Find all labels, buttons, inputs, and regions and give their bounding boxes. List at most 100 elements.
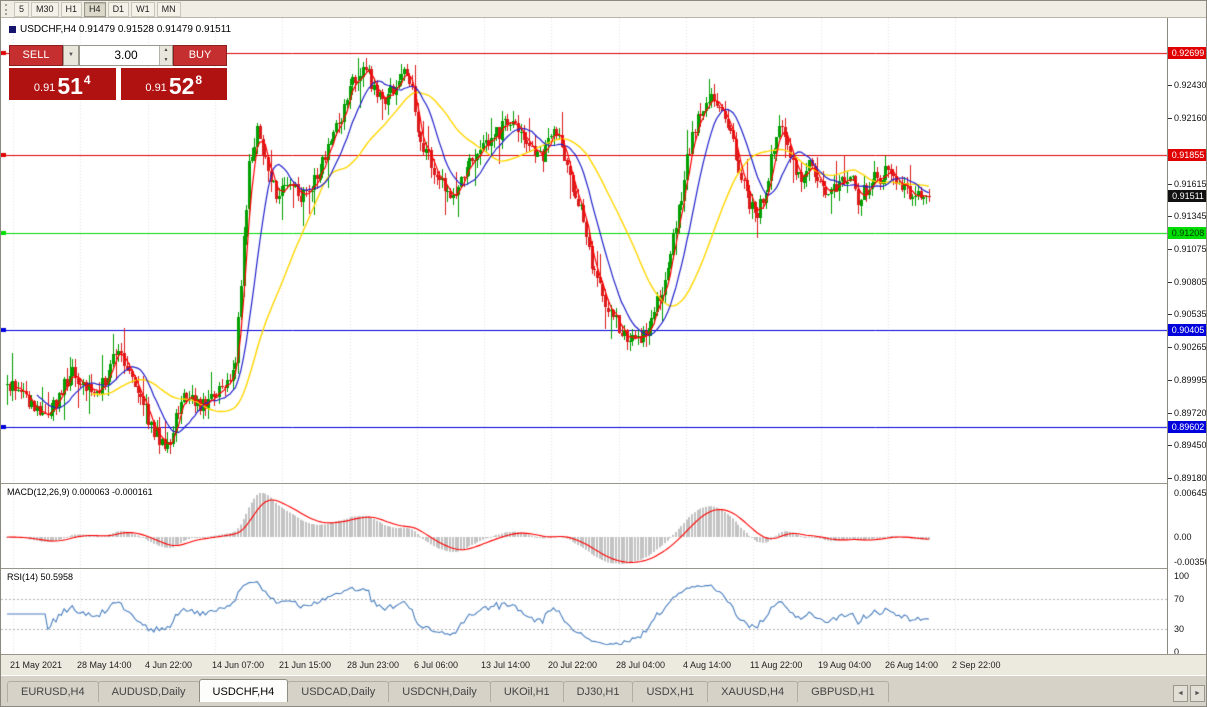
tab-xauusd-h4[interactable]: XAUUSD,H4 xyxy=(707,681,799,702)
one-click-trade-panel: SELL ▼ 3.00 ▲ ▼ BUY 0.91 51 4 0.91 52 8 xyxy=(9,45,227,100)
volume-value: 3.00 xyxy=(114,48,138,62)
volume-spinner-up-icon[interactable]: ▲ xyxy=(160,46,172,56)
volume-spinner: ▲ ▼ xyxy=(159,46,172,65)
price-tick-mark xyxy=(1168,314,1172,315)
timeframe-button-h1[interactable]: H1 xyxy=(60,1,83,17)
chart-tab-bar: EURUSD,H4 AUDUSD,Daily USDCHF,H4 USDCAD,Dai… xyxy=(1,675,1206,706)
price-tick-mark xyxy=(1168,85,1172,86)
time-label: 21 May 2021 xyxy=(10,660,63,670)
price-tag-090405: 0.90405 xyxy=(1168,324,1206,336)
timeframe-button-m30[interactable]: M30 xyxy=(31,1,59,17)
price-tick-mark xyxy=(1168,216,1172,217)
tab-usdchf-h4[interactable]: USDCHF,H4 xyxy=(198,679,289,702)
price-tick-mark xyxy=(1168,184,1172,185)
price-tick-mark xyxy=(1168,118,1172,119)
price-axis[interactable]: 0.92699 0.92430 0.92160 0.91855 0.91615 0.915… xyxy=(1167,18,1207,657)
price-tick-label: 0.89180 xyxy=(1174,473,1207,483)
tab-usdcad-daily[interactable]: USDCAD,Daily xyxy=(287,681,390,702)
time-label: 2 Sep 22:00 xyxy=(952,660,1001,670)
timeframe-button-5[interactable]: 5 xyxy=(14,1,30,17)
buy-price-big: 52 xyxy=(168,73,195,99)
chart-icon xyxy=(9,26,16,33)
panel-divider[interactable] xyxy=(1,568,1206,569)
macd-axis-label: 0.006451 xyxy=(1174,488,1207,498)
time-label: 13 Jul 14:00 xyxy=(481,660,531,670)
price-tick-label: 0.92160 xyxy=(1174,113,1207,123)
chart-title: USDCHF,H4 0.91479 0.91528 0.91479 0.9151… xyxy=(9,24,231,35)
volume-spinner-down-icon[interactable]: ▼ xyxy=(160,55,172,65)
chart-tabs: EURUSD,H4 AUDUSD,Daily USDCHF,H4 USDCAD,Dai… xyxy=(7,679,889,702)
price-tag-091208: 0.91208 xyxy=(1168,227,1206,239)
price-tag-091511: 0.91511 xyxy=(1168,190,1206,202)
price-tag-092699: 0.92699 xyxy=(1168,47,1206,59)
panel-divider[interactable] xyxy=(1,483,1206,484)
price-tick-mark xyxy=(1168,413,1172,414)
timeframe-buttons: 5 M30 H1 H4 D1 W1 MN xyxy=(14,1,181,17)
tab-usdcnh-daily[interactable]: USDCNH,Daily xyxy=(388,681,491,702)
tab-audusd-daily[interactable]: AUDUSD,Daily xyxy=(97,681,200,702)
rsi-axis-label: 100 xyxy=(1174,571,1190,581)
price-tick-mark xyxy=(1168,445,1172,446)
price-tick-mark xyxy=(1168,282,1172,283)
volume-input[interactable]: 3.00 ▲ ▼ xyxy=(79,45,173,66)
price-tick-label: 0.92430 xyxy=(1174,80,1207,90)
tab-eurusd-h4[interactable]: EURUSD,H4 xyxy=(7,681,99,702)
timeframe-button-d1[interactable]: D1 xyxy=(107,1,130,17)
tab-scroll-left-icon[interactable]: ◄ xyxy=(1173,685,1188,702)
time-label: 28 May 14:00 xyxy=(77,660,132,670)
rsi-indicator-label: RSI(14) 50.5958 xyxy=(7,572,74,582)
time-label: 19 Aug 04:00 xyxy=(818,660,872,670)
price-tag-091855: 0.91855 xyxy=(1168,149,1206,161)
rsi-panel-canvas[interactable] xyxy=(1,568,1167,654)
price-tag-089602: 0.89602 xyxy=(1168,421,1206,433)
time-axis[interactable]: 21 May 2021 28 May 14:00 4 Jun 22:00 14 Jun… xyxy=(1,654,1206,675)
sell-price-display[interactable]: 0.91 51 4 xyxy=(9,68,116,100)
tab-usdx-h1[interactable]: USDX,H1 xyxy=(632,681,709,702)
time-label: 26 Aug 14:00 xyxy=(885,660,939,670)
timeframe-button-mn[interactable]: MN xyxy=(156,1,181,17)
time-label: 28 Jun 23:00 xyxy=(347,660,400,670)
price-tick-label: 0.91345 xyxy=(1174,211,1207,221)
tab-gbpusd-h1[interactable]: GBPUSD,H1 xyxy=(797,681,889,702)
tab-dj30-h1[interactable]: DJ30,H1 xyxy=(562,681,634,702)
timeframe-button-h4[interactable]: H4 xyxy=(84,1,106,17)
sell-price-small: 0.91 xyxy=(33,82,56,94)
price-tick-mark xyxy=(1168,478,1172,479)
buy-button[interactable]: BUY xyxy=(173,45,227,66)
chart-title-text: USDCHF,H4 0.91479 0.91528 0.91479 0.9151… xyxy=(20,24,232,35)
price-tick-label: 0.90265 xyxy=(1174,342,1207,352)
buy-price-display[interactable]: 0.91 52 8 xyxy=(120,68,227,100)
price-tick-mark xyxy=(1168,347,1172,348)
sell-price-sup: 4 xyxy=(83,73,91,87)
price-tick-label: 0.90805 xyxy=(1174,277,1207,287)
price-tick-label: 0.89450 xyxy=(1174,440,1207,450)
tab-ukoil-h1[interactable]: UKOil,H1 xyxy=(489,681,564,702)
timeframe-toolbar: 5 M30 H1 H4 D1 W1 MN xyxy=(1,1,1206,18)
time-label: 11 Aug 22:00 xyxy=(750,660,803,670)
buy-price-sup: 8 xyxy=(195,73,203,87)
price-tick-mark xyxy=(1168,380,1172,381)
time-label: 14 Jun 07:00 xyxy=(212,660,265,670)
macd-panel-canvas[interactable] xyxy=(1,483,1167,568)
time-label: 4 Jun 22:00 xyxy=(145,660,193,670)
macd-axis-label: -0.00350 xyxy=(1174,557,1207,567)
price-tick-mark xyxy=(1168,249,1172,250)
volume-dropdown-button[interactable]: ▼ xyxy=(63,45,79,66)
time-label: 28 Jul 04:00 xyxy=(616,660,666,670)
rsi-axis-label: 70 xyxy=(1174,594,1185,604)
toolbar-grip[interactable] xyxy=(5,3,8,15)
rsi-axis-label: 0 xyxy=(1174,647,1180,657)
price-tick-label: 0.89720 xyxy=(1174,408,1207,418)
time-label: 6 Jul 06:00 xyxy=(414,660,459,670)
macd-indicator-label: MACD(12,26,9) 0.000063 -0.000161 xyxy=(7,487,153,497)
tab-scroll-right-icon[interactable]: ► xyxy=(1190,685,1205,702)
timeframe-button-w1[interactable]: W1 xyxy=(131,1,155,17)
time-label: 21 Jun 15:00 xyxy=(279,660,332,670)
time-label: 20 Jul 22:00 xyxy=(548,660,598,670)
time-label: 4 Aug 14:00 xyxy=(683,660,732,670)
buy-price-small: 0.91 xyxy=(145,82,167,94)
sell-button[interactable]: SELL xyxy=(9,45,63,66)
price-tick-label: 0.91075 xyxy=(1174,244,1207,254)
price-tick-label: 0.89995 xyxy=(1174,375,1207,385)
sell-price-big: 51 xyxy=(57,73,83,99)
